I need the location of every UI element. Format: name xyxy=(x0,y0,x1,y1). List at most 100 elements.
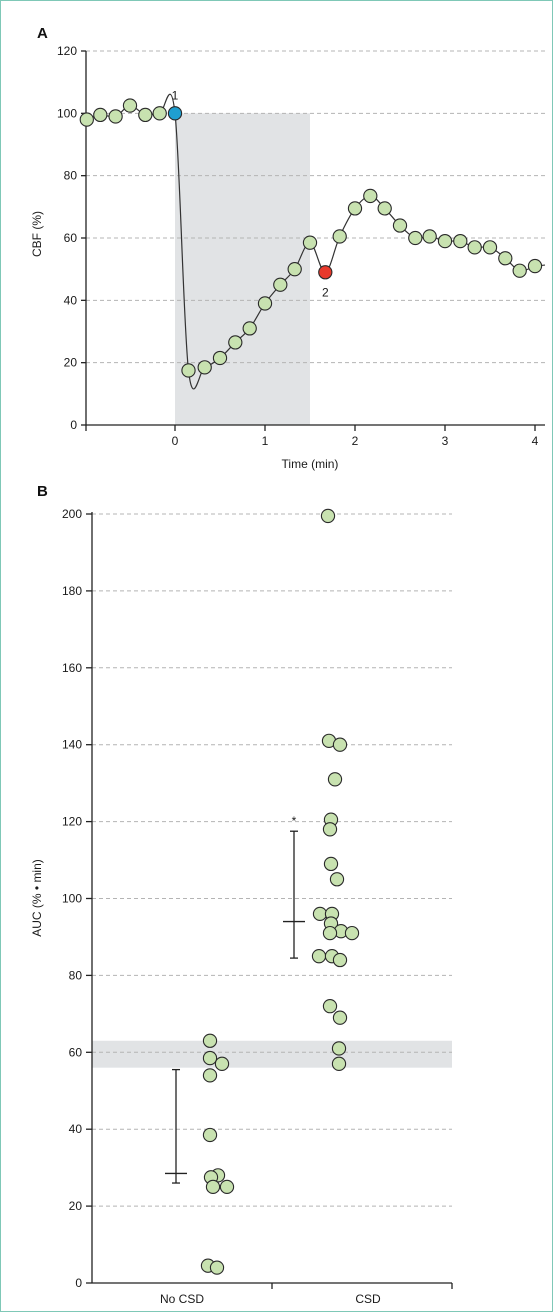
cbf-point-30 xyxy=(527,258,543,274)
cbf-point-16 xyxy=(318,265,333,280)
y-tick-label-40: 40 xyxy=(64,293,78,307)
cbf-point-10 xyxy=(228,335,243,350)
x-tick-label-4: 4 xyxy=(532,434,539,448)
auc-point-0-2 xyxy=(214,1056,230,1071)
auc-point-1-16 xyxy=(332,952,348,968)
y-tick-label-20: 20 xyxy=(64,356,78,370)
auc-point-0-3 xyxy=(202,1068,218,1083)
cbf-point-29 xyxy=(512,263,527,278)
cbf-point-22 xyxy=(408,230,423,246)
x-tick-label-2: 2 xyxy=(352,434,359,448)
auc-point-1-0 xyxy=(320,508,336,524)
cbf-point-21 xyxy=(392,218,408,233)
y-tick-label-40: 40 xyxy=(69,1122,83,1136)
cbf-point-24 xyxy=(437,233,453,249)
cbf-point-19 xyxy=(363,188,378,204)
cbf-point-0 xyxy=(79,112,94,127)
panel-a-x-axis-label: Time (min) xyxy=(282,457,339,471)
y-tick-label-80: 80 xyxy=(69,968,83,982)
y-tick-label-120: 120 xyxy=(62,815,82,829)
cbf-point-27 xyxy=(482,240,498,255)
auc-point-1-14 xyxy=(311,949,327,964)
auc-point-1-17 xyxy=(322,999,338,1014)
x-tick-label-1: 1 xyxy=(262,434,269,448)
y-tick-label-80: 80 xyxy=(64,169,78,183)
auc-point-1-3 xyxy=(327,772,343,787)
auc-point-0-1 xyxy=(202,1050,218,1066)
panel-b-y-ticks: 0 20 40 60 80 100 120 140 160 180 200 xyxy=(62,507,92,1290)
auc-point-1-18 xyxy=(332,1010,348,1025)
auc-point-1-2 xyxy=(332,737,348,752)
y-tick-label-60: 60 xyxy=(69,1045,83,1059)
y-tick-label-120: 120 xyxy=(57,44,77,58)
auc-point-1-19 xyxy=(331,1041,347,1056)
y-tick-label-200: 200 xyxy=(62,507,82,521)
panel-a-axes xyxy=(85,51,545,426)
annotation-1: 1 xyxy=(172,88,179,102)
cbf-point-3 xyxy=(122,98,138,113)
cbf-point-2 xyxy=(108,109,123,124)
auc-point-0-4 xyxy=(202,1127,218,1143)
panel-b-label: B xyxy=(37,483,48,500)
auc-point-1-8 xyxy=(312,906,328,922)
cbf-point-4 xyxy=(138,107,153,123)
auc-point-0-10 xyxy=(209,1260,225,1275)
y-tick-label-100: 100 xyxy=(57,106,77,120)
cbf-point-11 xyxy=(242,321,257,336)
auc-point-1-6 xyxy=(323,856,339,872)
auc-point-1-20 xyxy=(331,1056,347,1071)
panel-a-y-axis-label: CBF (%) xyxy=(30,211,44,257)
auc-point-1-5 xyxy=(322,822,338,837)
cbf-point-15 xyxy=(302,235,318,250)
panel-b-points xyxy=(200,508,360,1275)
x-tick-label-3: 3 xyxy=(442,434,449,448)
panel-b-category-labels: No CSD CSD xyxy=(160,1292,381,1306)
y-tick-label-20: 20 xyxy=(69,1199,83,1213)
cbf-point-9 xyxy=(212,350,228,366)
panel-a-gridlines xyxy=(86,50,545,364)
cbf-point-12 xyxy=(257,296,273,311)
auc-point-1-7 xyxy=(329,872,345,887)
cbf-series-points xyxy=(79,98,543,378)
cbf-point-14 xyxy=(287,262,302,277)
panel-b-axes xyxy=(91,512,453,1289)
panel-b-shaded-band xyxy=(92,1040,452,1068)
cbf-point-13 xyxy=(273,277,288,292)
y-tick-label-60: 60 xyxy=(64,231,78,245)
panel-b-range-bars xyxy=(165,830,305,1184)
annotation-2: 2 xyxy=(322,285,329,299)
cbf-point-26 xyxy=(467,240,482,255)
cbf-point-6 xyxy=(167,106,183,121)
auc-point-1-13 xyxy=(322,925,338,941)
x-tick-label-0: 0 xyxy=(172,434,179,448)
y-tick-label-0: 0 xyxy=(75,1276,82,1290)
cbf-point-5 xyxy=(152,106,167,121)
auc-point-0-7 xyxy=(205,1179,221,1195)
cbf-point-17 xyxy=(332,229,347,244)
panel-a-label: A xyxy=(37,25,48,42)
y-tick-label-100: 100 xyxy=(62,892,82,906)
auc-point-0-0 xyxy=(202,1033,218,1048)
cbf-point-1 xyxy=(93,107,108,123)
cbf-point-28 xyxy=(498,251,513,266)
cbf-point-8 xyxy=(197,360,212,375)
panel-a-shaded-region xyxy=(175,113,310,425)
y-tick-label-180: 180 xyxy=(62,584,82,598)
panel-a-annotations: 12 xyxy=(172,88,329,299)
cbf-point-7 xyxy=(181,363,196,378)
cbf-point-20 xyxy=(377,201,392,216)
cbf-point-23 xyxy=(422,229,437,244)
category-label-1: CSD xyxy=(355,1292,381,1306)
panel-a-x-ticks: 0 1 2 3 4 xyxy=(85,425,539,448)
significance-marker: * xyxy=(292,814,297,828)
auc-point-1-12 xyxy=(344,925,360,941)
panel-a-y-ticks: 0 20 40 60 80 100 120 xyxy=(57,44,86,432)
category-label-0: No CSD xyxy=(160,1292,204,1306)
y-tick-label-140: 140 xyxy=(62,738,82,752)
cbf-point-18 xyxy=(347,201,363,216)
auc-point-0-8 xyxy=(219,1179,235,1195)
y-tick-label-0: 0 xyxy=(70,418,77,432)
